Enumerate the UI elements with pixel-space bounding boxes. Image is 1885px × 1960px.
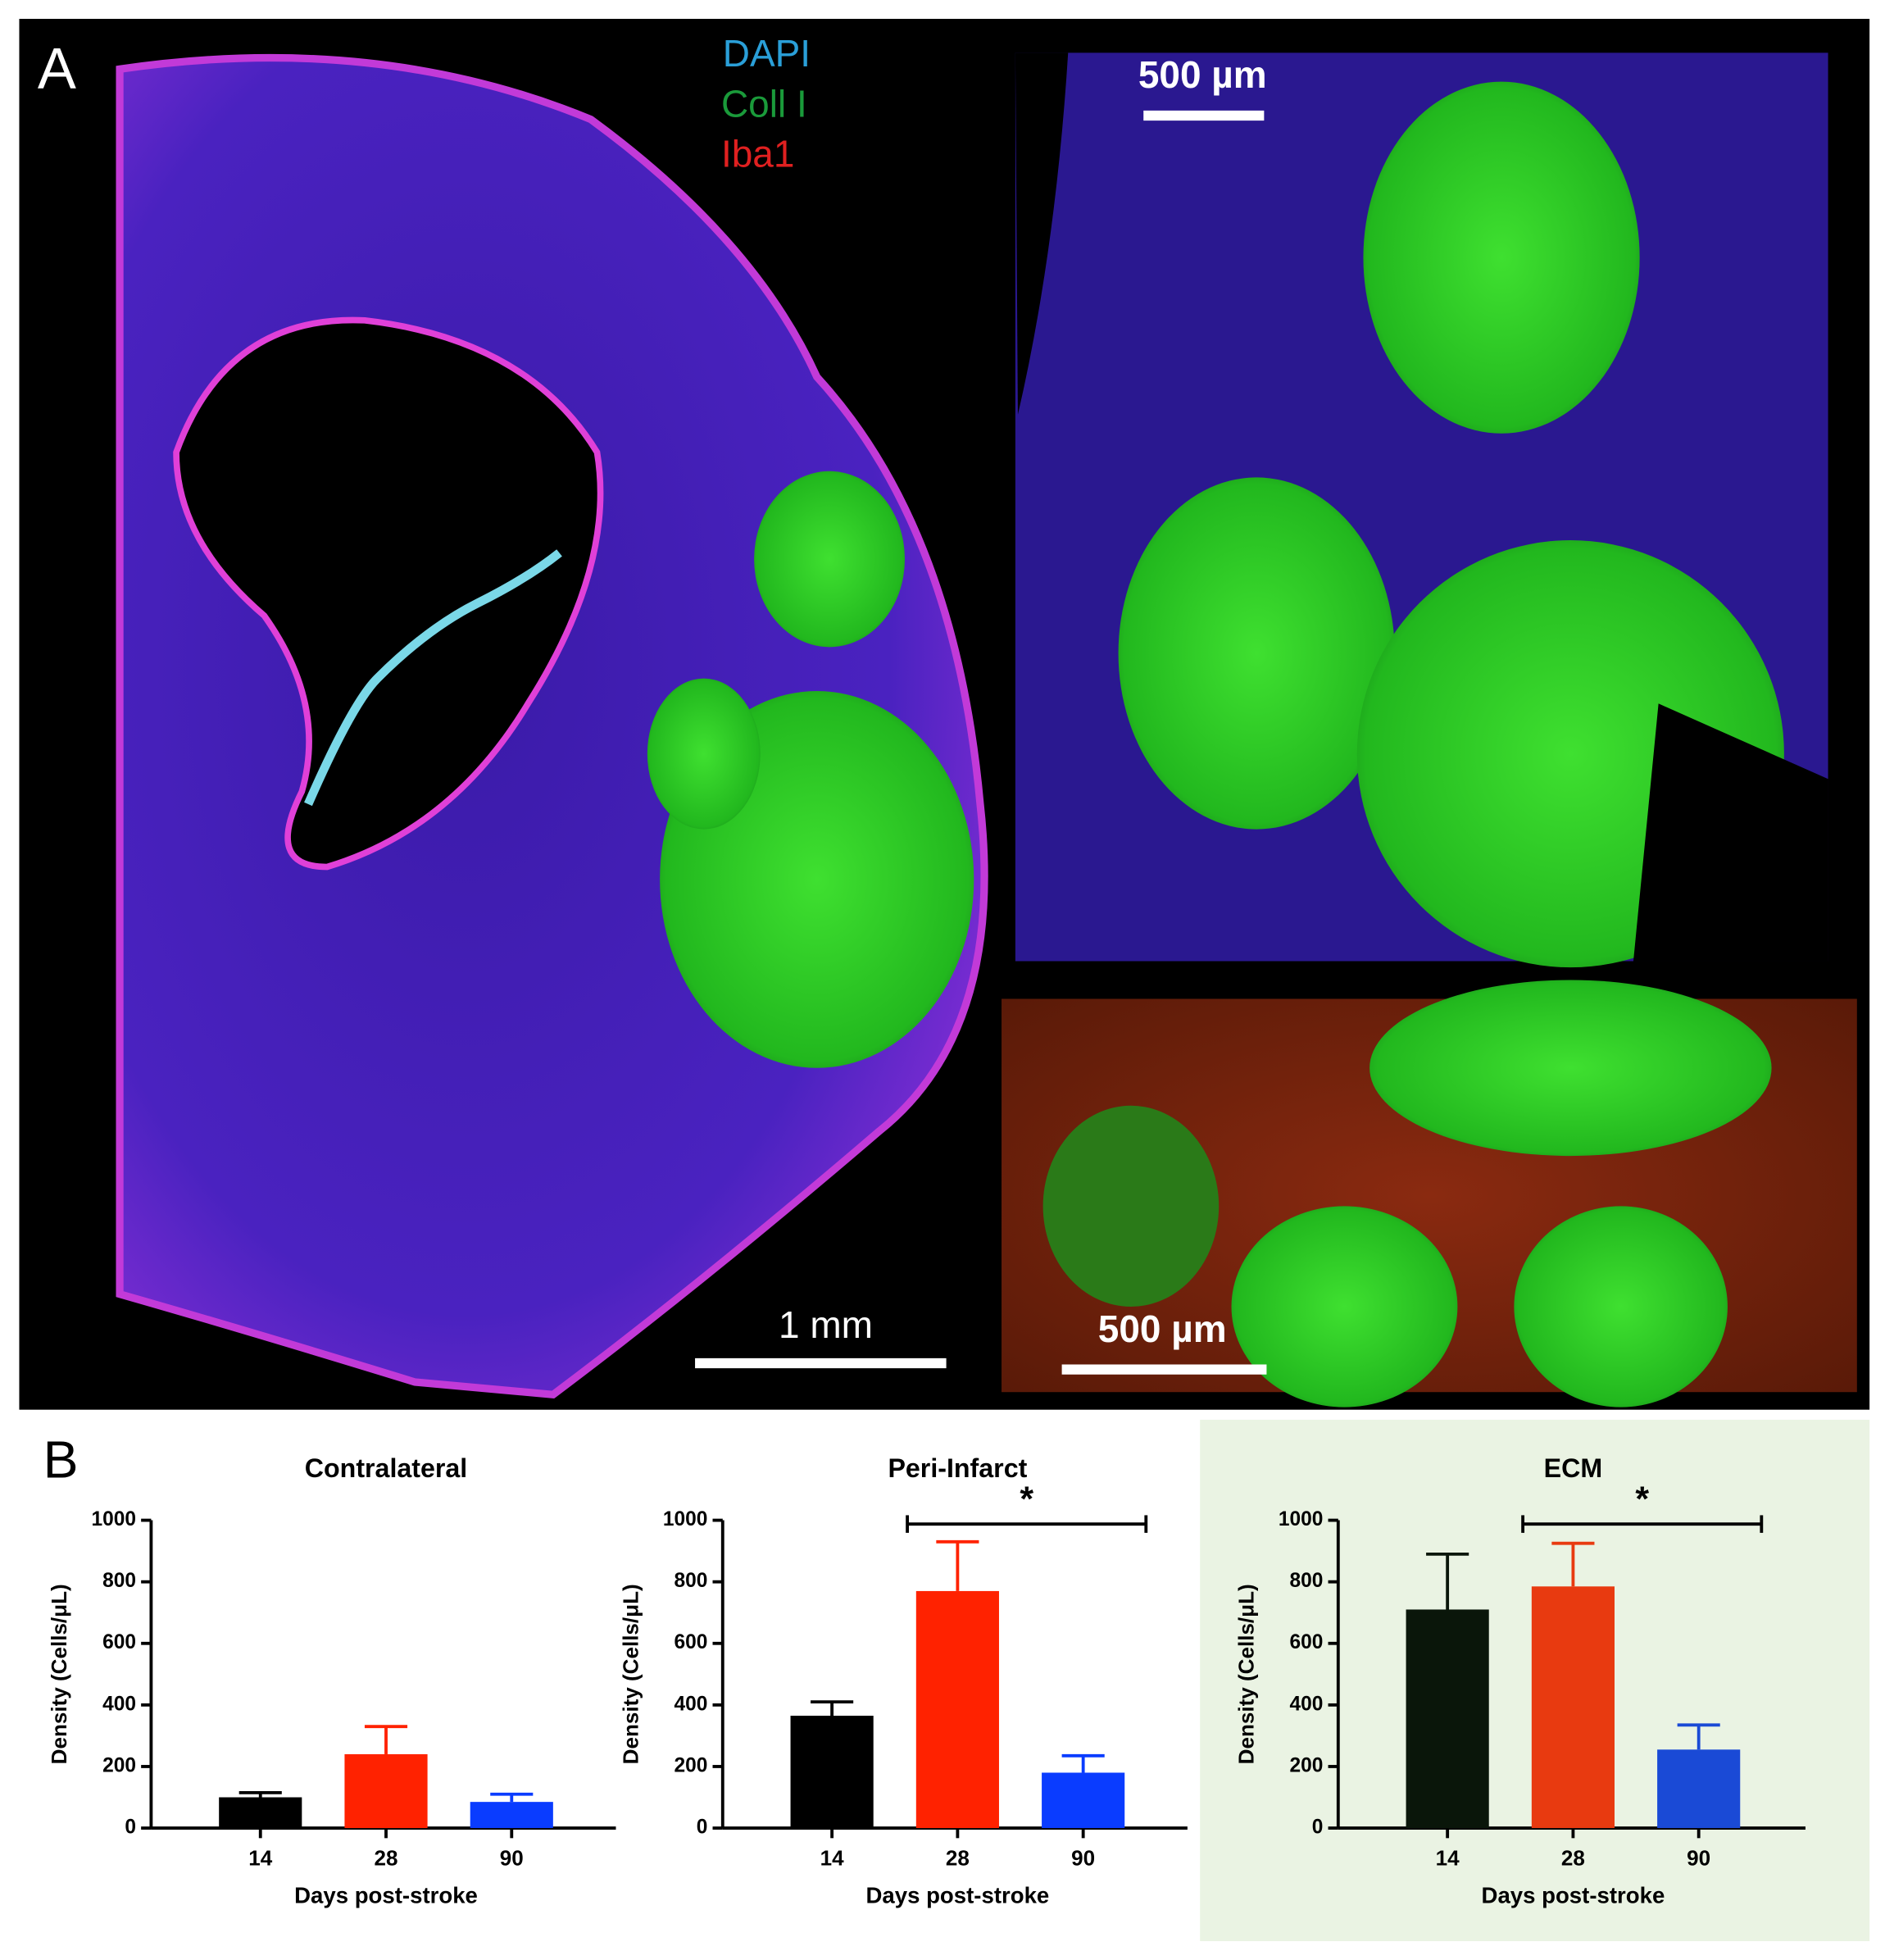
y-tick-label: 1000 xyxy=(663,1508,708,1530)
x-tick-label: 14 xyxy=(820,1845,844,1870)
y-tick-label: 600 xyxy=(102,1631,136,1653)
y-tick-label: 200 xyxy=(1289,1754,1323,1776)
x-axis-label: Days post-stroke xyxy=(294,1883,478,1908)
inset-void xyxy=(1633,703,1828,962)
ecm-region xyxy=(754,471,906,648)
y-tick-label: 800 xyxy=(1289,1570,1323,1592)
ecm-region xyxy=(1231,1206,1458,1407)
significance-label: * xyxy=(1020,1480,1033,1519)
x-axis-label: Days post-stroke xyxy=(1482,1883,1665,1908)
x-tick-label: 14 xyxy=(248,1845,272,1870)
bar xyxy=(1657,1749,1741,1829)
x-tick-label: 90 xyxy=(1687,1845,1710,1870)
y-tick-label: 0 xyxy=(697,1817,708,1839)
bar xyxy=(219,1797,302,1829)
ventricle xyxy=(173,316,604,871)
bar xyxy=(1406,1609,1489,1829)
y-tick-label: 0 xyxy=(125,1817,136,1839)
scale-bar-label: 500 µm xyxy=(1098,1307,1227,1350)
x-tick-label: 28 xyxy=(946,1845,970,1870)
y-axis-label: Density (Cells/μL) xyxy=(47,1584,71,1764)
x-tick-label: 28 xyxy=(1561,1845,1585,1870)
bar xyxy=(790,1716,874,1829)
bar xyxy=(1531,1586,1615,1829)
y-tick-label: 1000 xyxy=(91,1508,136,1530)
ecm-region xyxy=(647,678,761,830)
y-tick-label: 400 xyxy=(674,1693,707,1715)
y-tick-label: 1000 xyxy=(1279,1508,1324,1530)
bar xyxy=(344,1753,428,1829)
y-tick-label: 600 xyxy=(1289,1631,1323,1653)
bar xyxy=(470,1802,553,1829)
panel-label: A xyxy=(38,36,76,101)
significance-label: * xyxy=(1635,1480,1649,1519)
ecm-region xyxy=(1118,477,1395,830)
scale-bar-label: 500 µm xyxy=(1138,53,1267,96)
chart-title: Contralateral xyxy=(305,1453,467,1483)
panel-label: B xyxy=(43,1430,79,1489)
y-axis-label: Density (Cells/μL) xyxy=(618,1584,643,1764)
x-tick-label: 28 xyxy=(375,1845,398,1870)
x-tick-label: 14 xyxy=(1436,1845,1460,1870)
ecm-region xyxy=(1514,1206,1728,1407)
y-tick-label: 800 xyxy=(102,1570,136,1592)
inset-void xyxy=(1015,52,1069,415)
bar xyxy=(915,1590,999,1829)
y-tick-label: 600 xyxy=(674,1631,707,1653)
legend-label: Coll I xyxy=(721,82,807,125)
y-tick-label: 400 xyxy=(102,1693,136,1715)
legend-label: DAPI xyxy=(723,32,811,75)
bar xyxy=(1042,1772,1125,1829)
x-tick-label: 90 xyxy=(1071,1845,1095,1870)
y-tick-label: 200 xyxy=(102,1754,136,1776)
y-tick-label: 0 xyxy=(1312,1817,1324,1839)
ecm-region xyxy=(1042,1105,1220,1307)
y-tick-label: 800 xyxy=(674,1570,707,1592)
x-tick-label: 90 xyxy=(500,1845,524,1870)
ecm-region xyxy=(1363,81,1640,434)
y-tick-label: 400 xyxy=(1289,1693,1323,1715)
x-axis-label: Days post-stroke xyxy=(866,1883,1050,1908)
legend-label: Iba1 xyxy=(721,133,794,175)
chart-title: Peri-Infarct xyxy=(888,1453,1027,1483)
y-tick-label: 200 xyxy=(674,1754,707,1776)
ecm-region xyxy=(1369,980,1772,1157)
scale-bar-label: 1 mm xyxy=(779,1303,873,1346)
y-axis-label: Density (Cells/μL) xyxy=(1233,1584,1258,1764)
choroid xyxy=(304,549,562,807)
chart-title: ECM xyxy=(1544,1453,1602,1483)
